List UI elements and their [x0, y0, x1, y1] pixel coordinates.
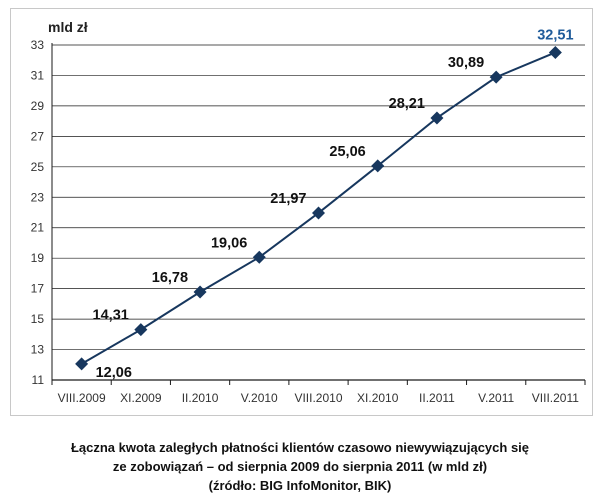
data-label: 12,06 [96, 365, 132, 381]
caption-line-2: ze zobowiązań – od sierpnia 2009 do sier… [112, 459, 488, 474]
x-tick-label: XI.2010 [357, 391, 399, 405]
y-tick-label: 15 [31, 312, 45, 326]
data-point-marker [75, 357, 89, 371]
series [75, 45, 562, 371]
data-point-marker [193, 285, 207, 299]
grid-lines [52, 44, 585, 350]
data-label: 30,89 [448, 55, 484, 71]
data-point-marker [312, 206, 325, 220]
x-tick-label: II.2010 [182, 391, 219, 405]
data-point-marker [548, 45, 562, 59]
x-tick-label: II.2011 [419, 391, 455, 405]
y-tick-label: 21 [31, 221, 45, 235]
y-tick-label: 13 [31, 343, 45, 357]
data-label: 19,06 [211, 235, 247, 251]
y-tick-label: 33 [31, 38, 45, 52]
chart-caption: Łączna kwota zaległych płatności klientó… [0, 438, 600, 495]
caption-line-1: Łączna kwota zaległych płatności klientó… [70, 440, 530, 455]
data-label: 14,31 [93, 308, 129, 324]
y-tick-label: 31 [31, 68, 45, 82]
y-tick-label: 19 [31, 251, 45, 265]
data-point-marker [134, 323, 148, 337]
x-tick-label: V.2010 [241, 391, 278, 405]
y-tick-label: 25 [31, 160, 45, 174]
y-tick-label: 27 [31, 129, 45, 143]
y-tick-label: 29 [31, 99, 45, 113]
x-tick-label: VIII.2010 [294, 391, 342, 405]
data-label: 21,97 [270, 191, 306, 207]
data-label: 16,78 [152, 270, 188, 286]
data-label: 32,51 [537, 27, 573, 43]
data-label: 28,21 [389, 96, 425, 112]
line-chart: mld zł 11 13 15 17 19 21 23 25 27 29 31 33 VIII.2009… [31, 19, 586, 405]
data-point-marker [371, 159, 385, 173]
data-label: 25,06 [329, 144, 365, 160]
axes: 11 13 15 17 19 21 23 25 27 29 31 33 VIII.2009 XI.2009… [31, 38, 586, 405]
data-labels: 12,06 14,31 16,78 19,06 21,97 25,06 28,21 30,89… [93, 27, 574, 380]
x-tick-label: V.2011 [478, 391, 514, 405]
x-tick-label: VIII.2009 [58, 391, 106, 405]
y-tick-label: 11 [32, 373, 45, 387]
caption-line-3: (źródło: BIG InfoMonitor, BIK) [208, 478, 392, 493]
y-axis-unit-label: mld zł [48, 19, 88, 35]
x-tick-label: VIII.2011 [532, 391, 579, 405]
y-tick-label: 17 [31, 282, 45, 296]
data-point-marker [430, 111, 444, 125]
x-tick-label: XI.2009 [120, 391, 162, 405]
data-point-marker [252, 250, 266, 264]
y-tick-label: 23 [31, 190, 45, 204]
data-point-marker [489, 70, 503, 84]
